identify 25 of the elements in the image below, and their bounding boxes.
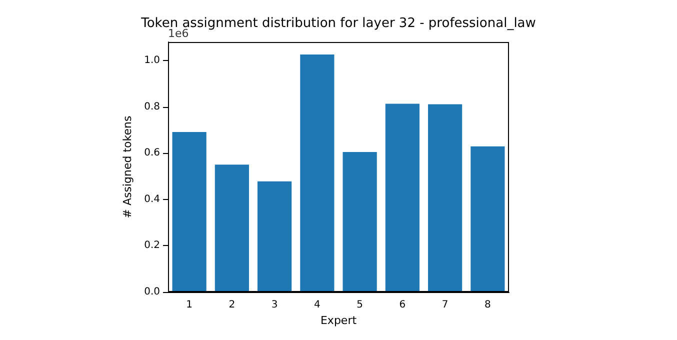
x-tick-label: 3	[271, 300, 278, 310]
bar	[258, 181, 292, 292]
x-tick-label: 2	[228, 300, 236, 310]
bar	[428, 104, 462, 292]
x-tick-label: 6	[399, 300, 406, 310]
bar	[172, 132, 206, 292]
y-tick-label: 1.0	[144, 55, 160, 66]
bar	[385, 104, 420, 292]
y-tick-label: 0.0	[144, 286, 160, 298]
bar	[214, 164, 249, 292]
y-axis-title: # Assigned tokens	[121, 116, 134, 218]
y-tick-label: 0.6	[144, 148, 160, 159]
x-tick-label: 7	[442, 300, 448, 310]
x-tick-label: 8	[484, 300, 491, 310]
y-tick-label: 0.8	[144, 101, 160, 112]
text: 1e6	[168, 27, 189, 40]
x-tick-label: 4	[314, 300, 320, 310]
x-tick-label: 1	[186, 300, 192, 310]
x-tick-label: 5	[356, 300, 363, 310]
bar	[470, 146, 505, 292]
bar	[342, 152, 377, 292]
x-axis-title: Expert	[320, 314, 358, 327]
y-tick-label: 0.4	[144, 194, 160, 205]
y-tick-label: 0.2	[144, 240, 160, 252]
bar	[300, 54, 334, 292]
